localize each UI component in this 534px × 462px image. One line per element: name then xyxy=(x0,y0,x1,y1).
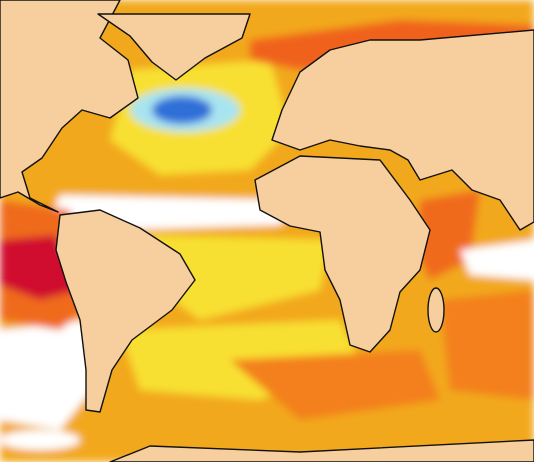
neutral-patch xyxy=(460,240,534,280)
north-america xyxy=(0,0,139,213)
africa xyxy=(254,155,431,353)
warm-patch xyxy=(150,235,330,320)
neutral-patch xyxy=(0,430,80,450)
south-america xyxy=(55,209,196,413)
hot-patch xyxy=(230,350,440,420)
cold-patch xyxy=(152,96,212,124)
greenland xyxy=(97,13,251,81)
eurasia xyxy=(271,29,534,231)
neutral-patch xyxy=(0,320,100,430)
antarctica xyxy=(109,439,534,462)
madagascar xyxy=(427,287,445,333)
hot-patch xyxy=(440,290,534,400)
